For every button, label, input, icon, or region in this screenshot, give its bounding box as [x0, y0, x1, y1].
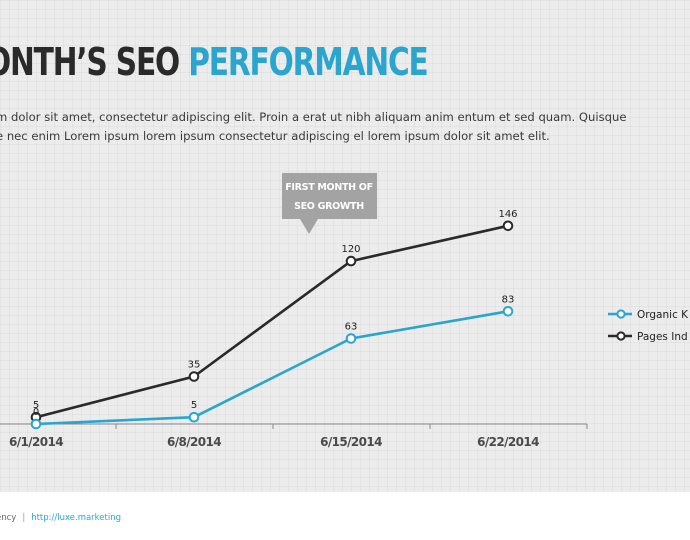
series-line-1	[35, 224, 509, 419]
data-label: 5	[33, 400, 39, 411]
body-paragraph: m dolor sit amet, consectetur adipiscing…	[0, 108, 690, 146]
data-label: 120	[341, 244, 360, 255]
footer-agency: ency	[0, 513, 17, 523]
data-point	[345, 255, 357, 267]
legend-label: Organic K	[637, 309, 689, 321]
seo-line-chart: 6/1/2014 6/8/2014 6/15/2014 6/22/2014 5 35 12…	[0, 173, 689, 449]
data-label: 5	[191, 400, 197, 411]
title-part-dark: ONTH’S SEO	[0, 40, 180, 84]
data-point	[188, 411, 200, 423]
slide-background: ONTH’S SEO PERFORMANCE m dolor sit amet,…	[0, 0, 690, 492]
series-line-0	[35, 310, 509, 426]
data-point	[188, 371, 200, 382]
x-tick-label: 6/1/2014	[9, 435, 63, 449]
body-line-2: e nec enim Lorem ipsum lorem ipsum conse…	[0, 129, 550, 143]
chart-legend: Organic K Pages Ind	[608, 309, 689, 343]
data-point	[30, 418, 42, 430]
callout-line-1: FIRST MONTH OF	[285, 182, 373, 193]
series-lines	[35, 224, 509, 426]
growth-callout: FIRST MONTH OF SEO GROWTH	[282, 173, 377, 234]
data-points	[30, 220, 514, 430]
legend-swatch-marker	[616, 331, 626, 341]
data-label: 83	[502, 294, 515, 305]
x-tick-label: 6/8/2014	[167, 435, 221, 449]
footer: ency | http://luxe.marketing	[0, 513, 121, 523]
data-label: 35	[188, 360, 201, 371]
data-label: 146	[498, 209, 517, 220]
slide-title: ONTH’S SEO PERFORMANCE	[0, 40, 429, 84]
callout-box	[282, 173, 377, 234]
legend-label: Pages Ind	[637, 331, 688, 343]
footer-separator: |	[22, 513, 26, 523]
x-tick-label: 6/22/2014	[477, 435, 539, 449]
data-point	[502, 220, 514, 232]
footer-url-link[interactable]: http://luxe.marketing	[31, 513, 122, 523]
callout-line-2: SEO GROWTH	[294, 201, 364, 212]
x-axis: 6/1/2014 6/8/2014 6/15/2014 6/22/2014	[0, 423, 588, 449]
data-point	[502, 306, 514, 317]
body-line-1: m dolor sit amet, consectetur adipiscing…	[0, 110, 627, 124]
data-label: 63	[345, 322, 358, 333]
x-tick-label: 6/15/2014	[320, 435, 382, 449]
legend-swatch-marker	[616, 309, 626, 319]
data-label: 0	[33, 407, 39, 418]
title-part-accent: PERFORMANCE	[188, 40, 429, 84]
data-point	[345, 333, 357, 344]
